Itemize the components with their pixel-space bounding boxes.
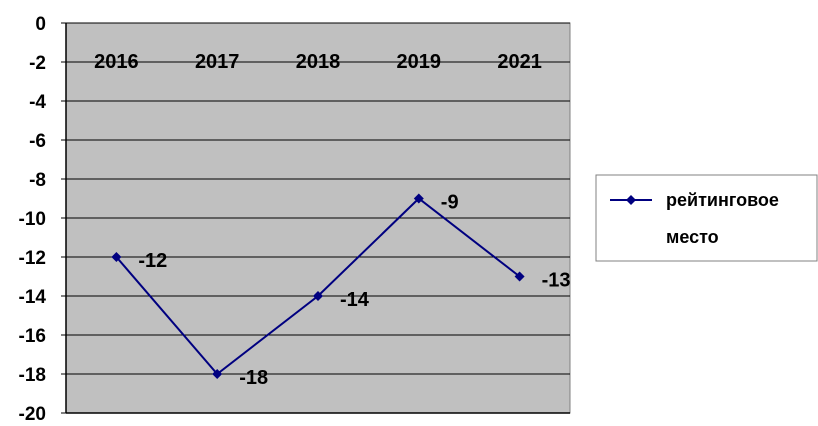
y-tick-label: -8 bbox=[29, 170, 46, 191]
x-category-label: 2018 bbox=[296, 51, 341, 73]
y-tick-label: -2 bbox=[29, 53, 46, 74]
x-axis-category-labels: 2016 2017 2018 2019 2021 bbox=[94, 51, 542, 73]
data-labels: -12 -18 -14 -9 -13 bbox=[138, 192, 570, 390]
y-tick-label: -18 bbox=[19, 365, 46, 386]
x-category-label: 2017 bbox=[195, 51, 240, 73]
data-label: -18 bbox=[239, 367, 268, 389]
y-tick-label: -16 bbox=[19, 326, 46, 347]
data-label: -14 bbox=[340, 289, 370, 311]
y-tick-label: -6 bbox=[29, 131, 46, 152]
y-tick-label: -14 bbox=[19, 287, 47, 308]
x-category-label: 2016 bbox=[94, 51, 139, 73]
gridlines bbox=[65, 22, 570, 414]
legend: рейтинговое место bbox=[595, 174, 818, 262]
y-tick-label: -10 bbox=[19, 209, 46, 230]
y-tick-label: -4 bbox=[29, 92, 46, 113]
data-point-diamond-icon bbox=[413, 193, 424, 204]
series-line bbox=[111, 193, 525, 379]
legend-label-line2: место bbox=[666, 227, 719, 247]
data-point-diamond-icon bbox=[514, 271, 525, 282]
data-label: -13 bbox=[542, 270, 571, 292]
data-point-diamond-icon bbox=[111, 252, 122, 262]
y-tick-label: -12 bbox=[19, 248, 46, 269]
x-category-label: 2021 bbox=[497, 51, 542, 73]
data-point-diamond-icon bbox=[313, 291, 323, 301]
y-tick-label: 0 bbox=[35, 14, 46, 35]
data-label: -12 bbox=[138, 250, 167, 272]
data-label: -9 bbox=[441, 192, 459, 214]
legend-diamond-marker-icon bbox=[626, 195, 636, 205]
y-axis-ticks: 0 -2 -4 -6 -8 -10 -12 -14 -16 -18 -20 bbox=[19, 14, 66, 425]
x-category-label: 2019 bbox=[397, 51, 442, 73]
data-point-diamond-icon bbox=[212, 369, 223, 379]
y-tick-label: -20 bbox=[19, 404, 46, 421]
legend-label-line1: рейтинговое bbox=[666, 190, 779, 210]
legend-box bbox=[595, 174, 818, 262]
